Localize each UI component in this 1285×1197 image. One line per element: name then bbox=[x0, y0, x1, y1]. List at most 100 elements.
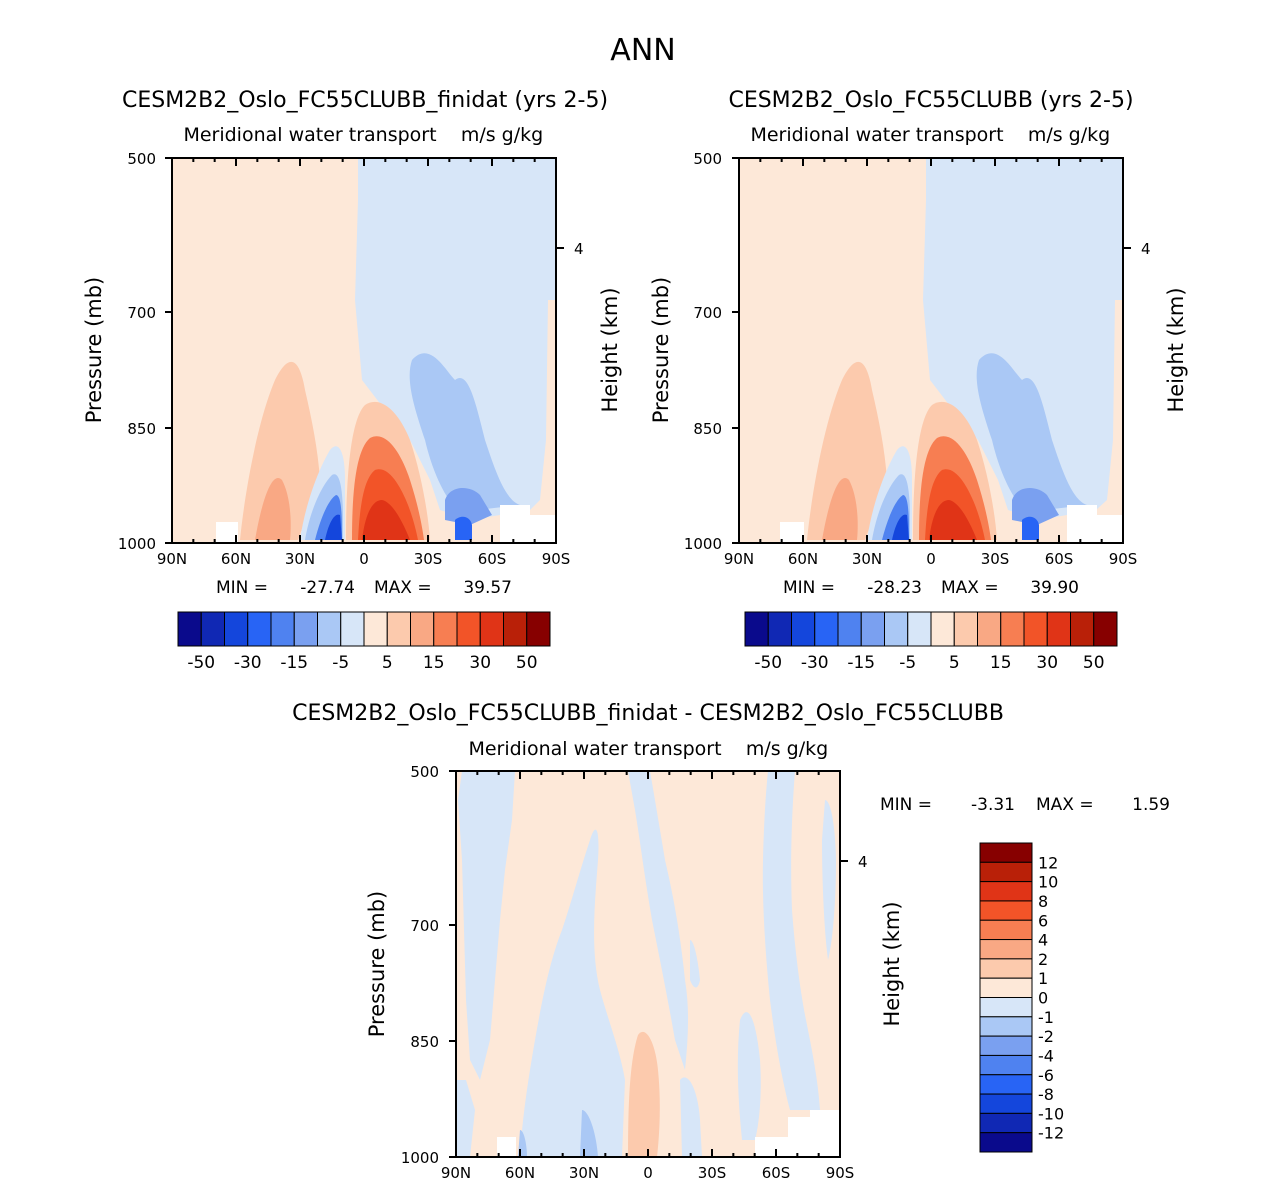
panel-3-neg-band-c bbox=[520, 829, 625, 1157]
colorbar-label: -50 bbox=[187, 653, 215, 673]
colorbar-label: 12 bbox=[1038, 853, 1058, 872]
panel-2-min-value: -28.23 bbox=[867, 578, 922, 598]
colorbar-swatch bbox=[979, 881, 1033, 902]
x-tick-label: 60N bbox=[505, 1164, 535, 1182]
colorbar-swatch bbox=[526, 611, 551, 647]
panel-3-neg-band-g bbox=[762, 771, 820, 1110]
panel-3-ylabel-right: Height (km) bbox=[880, 901, 904, 1026]
colorbar-swatch bbox=[317, 611, 342, 647]
panel-3-neg-band-e bbox=[680, 1077, 702, 1157]
colorbar-swatch bbox=[1070, 611, 1095, 647]
panel-3-x-tick-labels: 90N 60N 30N 0 30S 60S 90S bbox=[441, 1164, 854, 1182]
colorbar-swatch bbox=[979, 958, 1033, 979]
colorbar-label: -50 bbox=[754, 653, 782, 673]
colorbar-label: -12 bbox=[1038, 1124, 1064, 1143]
panel-1-min-label: MIN = bbox=[216, 578, 268, 598]
colorbar-label: -8 bbox=[1038, 1085, 1054, 1104]
panel-3-title: CESM2B2_Oslo_FC55CLUBB_finidat - CESM2B2… bbox=[292, 701, 1004, 726]
panel-1-contour-pos40 bbox=[362, 500, 410, 540]
panel-3-subtitle-right: m/s g/kg bbox=[746, 738, 828, 760]
x-tick-label: 60S bbox=[478, 550, 507, 568]
colorbar-swatch bbox=[1046, 611, 1071, 647]
x-tick-label: 30S bbox=[414, 550, 443, 568]
panel-2-subtitle-right: m/s g/kg bbox=[1028, 124, 1110, 146]
panel-2-contour-pos15 bbox=[822, 478, 858, 540]
panel-1-contour-neg5 bbox=[409, 353, 520, 512]
colorbar-label: 0 bbox=[1038, 989, 1048, 1008]
panel-3-neg-band-d bbox=[628, 771, 689, 1070]
panel-2-colorbar-labels: -50 -30 -15 -5 5 15 30 50 bbox=[754, 653, 1104, 673]
panel-1-missing-data-b bbox=[500, 505, 556, 543]
panel-2-colorbar bbox=[744, 611, 1118, 647]
colorbar-swatch bbox=[979, 1112, 1033, 1134]
panel-1-contour-pos15 bbox=[255, 478, 291, 540]
panel-2-ytick-label-500: 500 bbox=[693, 150, 722, 168]
panel-1-colorbar bbox=[177, 611, 551, 647]
colorbar-swatch bbox=[979, 919, 1033, 941]
panel-2-ylabel-right: Height (km) bbox=[1164, 287, 1188, 412]
panel-1-right-tick-label-4: 4 bbox=[574, 240, 584, 258]
panel-3-ytick-label-500: 500 bbox=[410, 763, 439, 781]
panel-1-ylabel-right: Height (km) bbox=[598, 287, 622, 412]
colorbar-label: -5 bbox=[332, 653, 349, 673]
colorbar-label: -1 bbox=[1038, 1008, 1054, 1027]
colorbar-swatch bbox=[979, 997, 1033, 1018]
colorbar-label: -10 bbox=[1038, 1104, 1064, 1123]
colorbar-label: 10 bbox=[1038, 873, 1058, 892]
colorbar-label: 4 bbox=[1038, 931, 1048, 950]
panel-3-neg1-blob-a bbox=[580, 1110, 598, 1157]
colorbar-swatch bbox=[979, 1093, 1033, 1114]
panel-2-subtitle-left: Meridional water transport bbox=[750, 124, 1003, 146]
colorbar-label: 50 bbox=[1083, 653, 1105, 673]
main-title: ANN bbox=[610, 33, 675, 68]
x-tick-label: 30S bbox=[698, 1164, 727, 1182]
colorbar-label: -30 bbox=[234, 653, 262, 673]
panel-3-x-ticks bbox=[455, 771, 841, 1157]
x-tick-label: 30N bbox=[852, 550, 882, 568]
x-tick-label: 90N bbox=[441, 1164, 471, 1182]
colorbar-swatch bbox=[930, 611, 955, 647]
colorbar-label: 8 bbox=[1038, 892, 1048, 911]
colorbar-swatch bbox=[177, 611, 202, 647]
panel-2-x-ticks bbox=[738, 158, 1124, 543]
panel-2-ytick-label-1000: 1000 bbox=[684, 535, 722, 553]
colorbar-label: 50 bbox=[516, 653, 538, 673]
panel-3-missing-data-b bbox=[755, 1110, 840, 1157]
panel-1-ytick-label-500: 500 bbox=[127, 150, 156, 168]
x-tick-label: 60S bbox=[1045, 550, 1074, 568]
panel-2-min-label: MIN = bbox=[783, 578, 835, 598]
panel-1-x-ticks bbox=[171, 158, 557, 543]
x-tick-label: 30S bbox=[981, 550, 1010, 568]
panel-2-negative-region bbox=[923, 158, 1123, 520]
colorbar-swatch bbox=[907, 611, 932, 647]
colorbar-swatch bbox=[433, 611, 458, 647]
colorbar-swatch bbox=[224, 611, 249, 647]
panel-2-contour-pos5 bbox=[807, 361, 887, 540]
panel-2-max-value: 39.90 bbox=[1030, 578, 1079, 598]
colorbar-swatch bbox=[247, 611, 272, 647]
panel-1-contour-neg30b bbox=[325, 514, 342, 540]
panel-2-axes: 90N 60N 30N 0 30S 60S 90S 500 700 850 1000 4 P… bbox=[649, 150, 1188, 598]
colorbar-swatch bbox=[977, 611, 1002, 647]
panel-1-x-tick-labels: 90N 60N 30N 0 30S 60S 90S bbox=[157, 550, 570, 568]
colorbar-swatch bbox=[814, 611, 839, 647]
panel-1-min-value: -27.74 bbox=[300, 578, 355, 598]
colorbar-swatch bbox=[837, 611, 862, 647]
panel-1-max-value: 39.57 bbox=[463, 578, 512, 598]
colorbar-swatch bbox=[340, 611, 365, 647]
panel-1-ytick-label-1000: 1000 bbox=[118, 535, 156, 553]
panel-3-min-label: MIN = bbox=[880, 795, 932, 815]
x-tick-label: 60N bbox=[788, 550, 818, 568]
panel-1-contour-neg30a bbox=[455, 516, 472, 540]
panel-1-contour-pos5 bbox=[240, 361, 320, 540]
colorbar-swatch bbox=[979, 939, 1033, 960]
colorbar-label: 5 bbox=[382, 653, 393, 673]
panel-1-subtitle-left: Meridional water transport bbox=[183, 124, 436, 146]
x-tick-label: 0 bbox=[643, 1164, 653, 1182]
panel-3-ytick-label-1000: 1000 bbox=[401, 1149, 439, 1167]
panel-1: CESM2B2_Oslo_FC55CLUBB_finidat (yrs 2-5)… bbox=[82, 88, 622, 673]
panel-2-missing-data-a bbox=[780, 522, 804, 543]
